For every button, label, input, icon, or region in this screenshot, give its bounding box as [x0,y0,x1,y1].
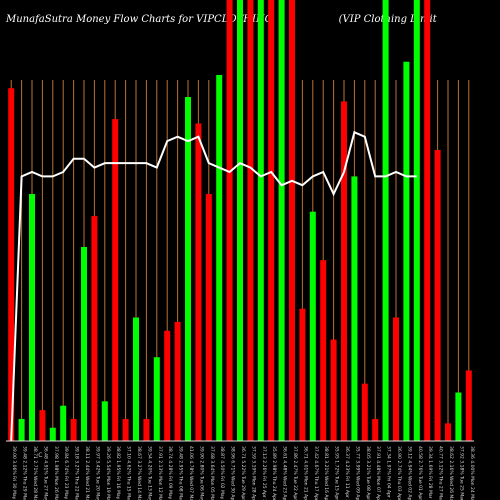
tick-label: 36.71 4.01% Mon 21 Apr 2025 [302,446,308,500]
tick-label: 37.34 1.97% Fri 04 Apr 2025 [386,446,392,500]
bar [393,317,399,441]
tick-label: 38.74 4.28% Fri 09 May 2025 [167,446,173,500]
tick-label: 38.87 4.50% Fri 02 May 2025 [219,446,225,500]
bar [351,176,358,441]
bar [122,418,129,441]
tick-label: 38.36 4.00% Mon 24 Mar 2025 [469,446,475,500]
bar [299,308,306,441]
tick-label: 36.48 4.91% Tue 27 May 2025 [42,446,48,500]
bar [226,0,233,441]
bar [143,418,150,441]
bar [205,194,212,441]
bar [445,423,451,441]
bar [49,427,56,441]
tick-label: 38.05 3.21% Tue 08 Apr 2025 [365,446,371,500]
bar [320,260,327,441]
bar [341,101,347,442]
bar [216,74,223,441]
tick-label: 37.59 3.19% Mon 28 Apr 2025 [250,446,256,500]
tick-label: 37.10 4.62% Thu 15 May 2025 [126,446,132,500]
tick-label: 37.42 4.67% Thu 17 Apr 2025 [313,446,319,500]
bar [257,0,264,441]
bar [424,0,431,441]
tick-label: 39.48 2.95% Thu 08 May 2025 [178,446,184,500]
tick-label: 38.11 2.44% Wed 21 May 2025 [84,446,90,500]
bar [330,339,337,441]
tick-label: 40.58 2.76% Tue 01 Apr 2025 [417,446,423,500]
tick-label: 37.91 4.48% Mon 07 Apr 2025 [375,446,381,500]
tick-label: 39.48 2.12% Thu 29 May 2025 [22,446,28,500]
tick-label: 37.13 2.26% Fri 25 Apr 2025 [261,446,267,500]
tick-label: 39.34 1.69% Fri 28 Mar 2025 [427,446,433,500]
tick-label: 36.71 5.22% Tue 29 Apr 2025 [240,446,246,500]
tick-label: 39.18 3.27% Thu 22 May 2025 [74,446,80,500]
bar [101,401,108,441]
tick-label: 35.95 1.72% Tue 15 Apr 2025 [334,446,340,500]
bar [81,246,87,441]
bar [268,0,275,441]
bar [278,0,285,441]
money-flow-line [10,130,417,442]
tick-label: 38.71 2.71% Wed 28 May 2025 [32,446,38,500]
tick-label: 38.67 3.27% Wed 14 May 2025 [136,446,142,500]
title-main: MunafaSutra Money Flow Charts for VIPCLO… [6,14,273,25]
bar [8,88,15,441]
x-tick-labels: 39.00 3.06% Fri 30 May 2025 39.48 2.12% T… [11,446,475,500]
tick-label: 38.82 1.95% Fri 16 May 2025 [115,446,121,500]
bar-series [8,0,472,442]
bar [185,97,191,442]
bar [455,392,462,441]
bar [465,370,472,441]
bar [247,0,254,441]
bar [18,418,25,441]
bar [413,0,420,441]
tick-label: 38.62 2.16% Wed 26 Mar 2025 [448,446,454,500]
tick-label: 35.77 3.99% Wed 09 Apr 2025 [354,446,360,500]
bar [195,123,202,441]
tick-label: 39.12 4.94% Wed 02 Apr 2025 [406,446,412,500]
bar [39,410,46,441]
bar [70,418,77,441]
bar [91,216,98,441]
money-flow-line-series [10,130,417,442]
tick-label: 38.96 6.71% Wed 30 Apr 2025 [230,446,236,500]
tick-label: 39.90 2.80% Tue 06 May 2025 [198,446,204,500]
tick-label: 39.54 4.20% Tue 13 May 2025 [146,446,152,500]
bar [164,330,171,441]
tick-label: 39.97 3.42% Tue 20 May 2025 [94,446,100,500]
tick-label: 35.89 2.98% Thu 24 Apr 2025 [271,446,277,500]
tick-label: 37.68 3.64% Mon 05 May 2025 [209,446,215,500]
tick-label: 40.77 3.12% Thu 27 Mar 2025 [438,446,444,500]
bar [434,149,441,441]
tick-label: 37.92 3.18% Tue 25 Mar 2025 [458,446,464,500]
tick-label: 36.61 4.48% Wed 23 Apr 2025 [282,446,288,500]
bar [289,0,295,441]
bar [309,211,316,441]
tick-label: 38.81 3.21% Wed 16 Apr 2025 [323,446,329,500]
tick-label: 37.91 2.13% Mon 12 May 2025 [157,446,163,500]
bar [133,317,139,441]
tick-label-extra: C [38,452,42,459]
bar [361,383,368,441]
bar [174,321,181,441]
tick-label: 36.90 2.74% Thu 03 Apr 2025 [396,446,402,500]
tick-label: 37.86 2.47% Tue 22 Apr 2025 [292,446,298,500]
bar [382,0,389,441]
bar [403,61,410,442]
tick-label: 37.98 1.98% Mon 26 May 2025 [53,446,59,500]
bar [372,418,379,441]
bar [112,119,119,441]
tick-label: 39.84 6.74% Fri 23 May 2025 [63,446,69,500]
tick-label: 41.06 4.78% Wed 07 May 2025 [188,446,194,500]
bar [29,194,35,441]
tick-label: 36.37 4.23% Fri 11 Apr 2025 [344,446,350,500]
bar [153,357,160,441]
bar [60,405,67,441]
tick-label: 39.00 3.06% Fri 30 May 2025 [11,446,17,500]
tick-label: 39.26 5.54% Mon 19 May 2025 [105,446,111,500]
bar [237,0,243,441]
